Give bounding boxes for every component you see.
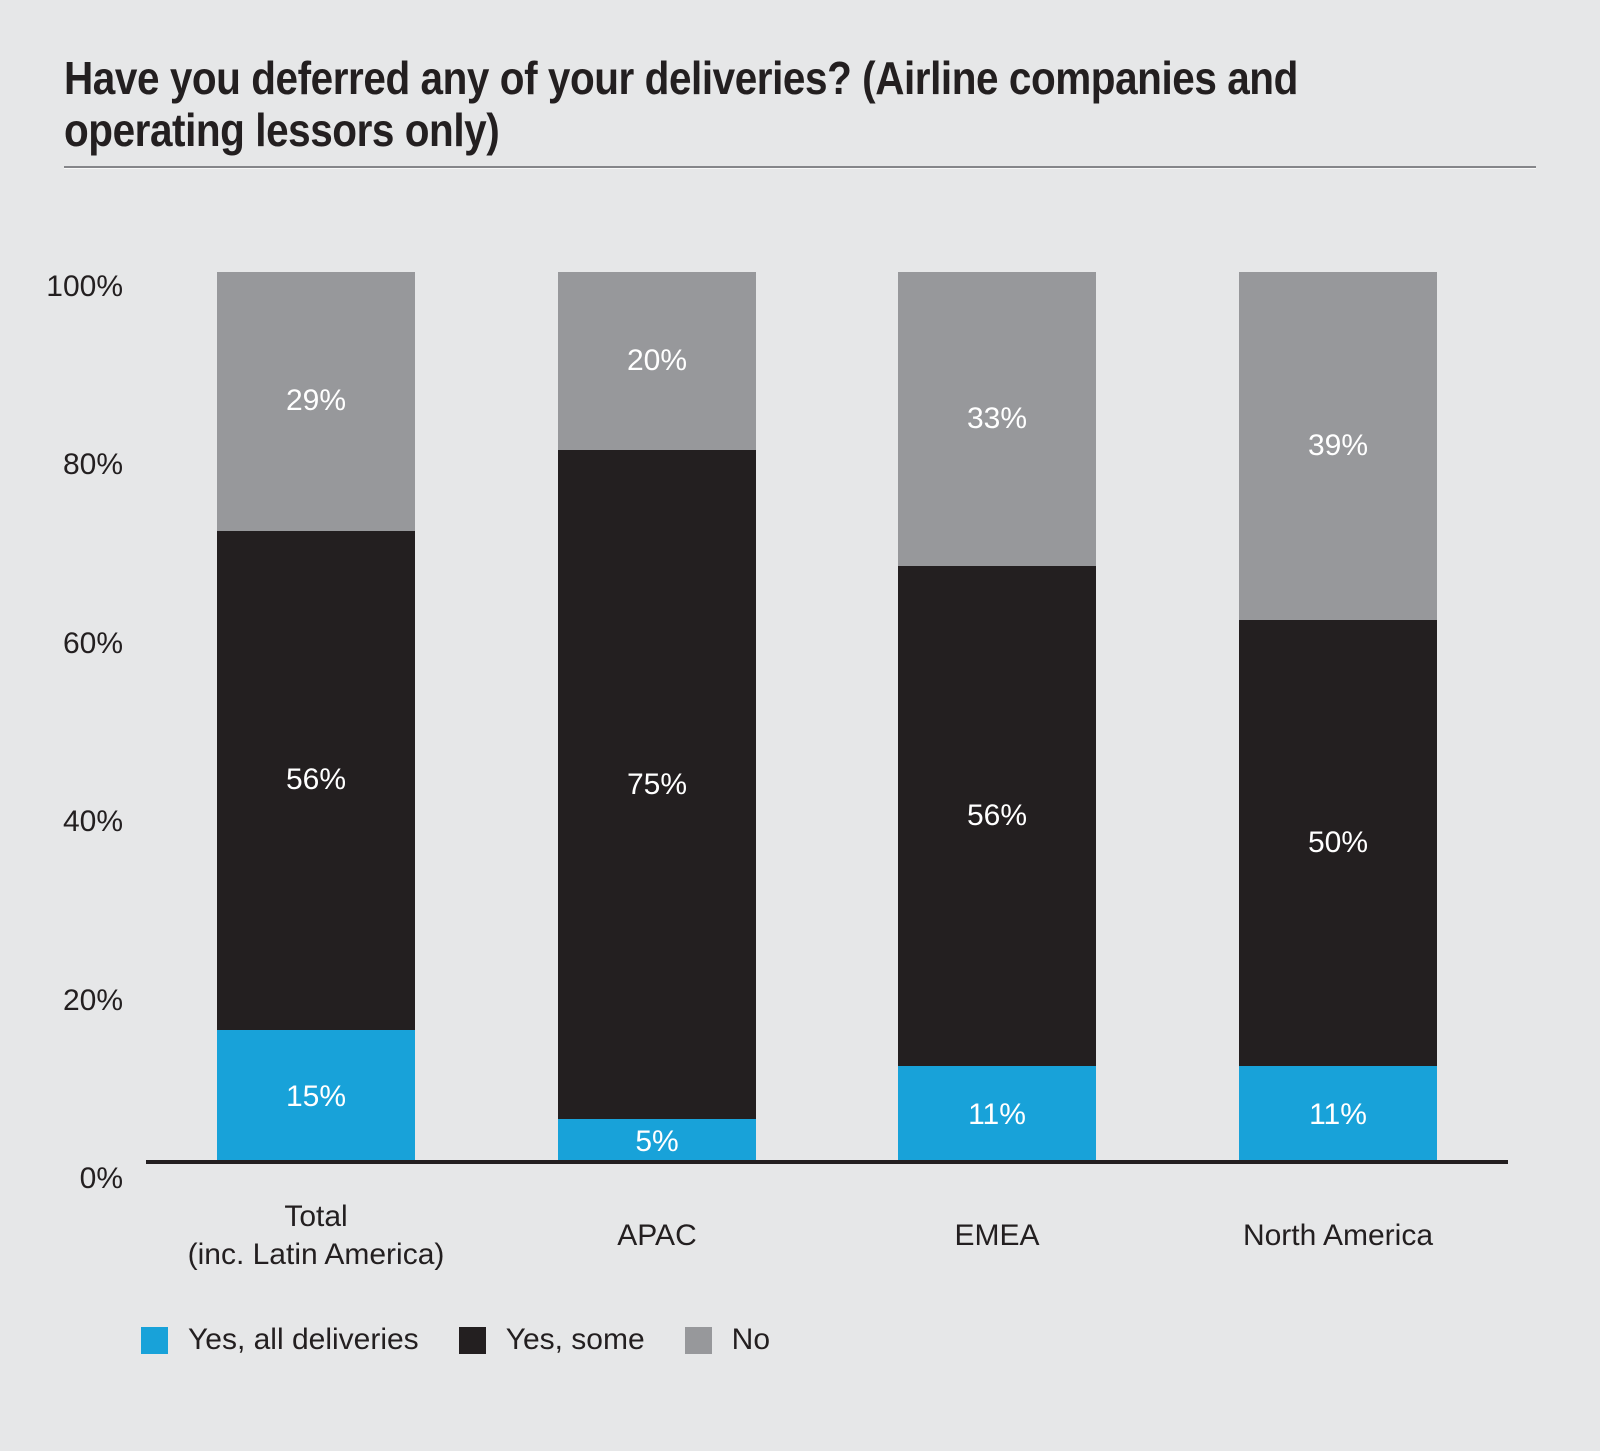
y-tick-label-0: 0%: [79, 1162, 123, 1195]
segment-value-label: 56%: [966, 799, 1028, 833]
y-tick-label-60: 60%: [62, 626, 123, 660]
bar-segment-2-0: 11%: [898, 1065, 1096, 1164]
segment-value-label: 75%: [626, 767, 688, 801]
segment-value-label: 15%: [285, 1080, 347, 1114]
segment-value-label: 39%: [1307, 428, 1369, 462]
bar-segment-3-1: 50%: [1239, 619, 1437, 1066]
legend-swatch-icon: [458, 1326, 486, 1354]
legend-item-0: Yes, all deliveries: [141, 1325, 419, 1355]
legend-item-2: No: [684, 1323, 771, 1356]
bar-segment-0-2: 29%: [217, 272, 415, 531]
chart-title: Have you deferred any of your deliveries…: [64, 52, 1560, 156]
segment-value-label: 56%: [285, 763, 347, 797]
legend-label: Yes, some: [505, 1323, 645, 1356]
bar-segment-2-2: 33%: [898, 272, 1096, 567]
chart-title-line1: Have you deferred any of your deliveries…: [64, 52, 1298, 104]
bar-segment-1-2: 20%: [558, 272, 756, 451]
y-tick-label-80: 80%: [62, 448, 123, 482]
x-axis-line: [146, 1160, 1508, 1164]
segment-value-label: 20%: [626, 344, 688, 378]
segment-value-label: 33%: [966, 402, 1028, 436]
chart-title-line2: operating lessors only): [64, 104, 500, 156]
segment-value-label: 11%: [1309, 1097, 1367, 1131]
bar-segment-0-1: 56%: [217, 530, 415, 1031]
x-axis-label-2: EMEA: [954, 1219, 1040, 1252]
y-tick-label-40: 40%: [62, 805, 123, 839]
legend-item-1: Yes, some: [458, 1323, 645, 1356]
segment-value-label: 11%: [968, 1097, 1026, 1131]
bar-segment-3-0: 11%: [1239, 1065, 1437, 1164]
legend-swatch-icon: [141, 1326, 168, 1354]
segment-value-label: 29%: [285, 384, 347, 418]
bar-segment-1-0: 5%: [558, 1119, 756, 1164]
legend: Yes, all deliveries Yes, some No: [141, 1325, 770, 1355]
bar-segment-1-1: 75%: [558, 450, 756, 1120]
y-tick-label-20: 20%: [62, 983, 123, 1017]
x-axis-label-0: Total (inc. Latin America): [187, 1200, 445, 1271]
bar-segment-0-0: 15%: [217, 1030, 415, 1164]
legend-label: No: [731, 1323, 771, 1356]
title-divider-rule: [64, 166, 1536, 168]
bar-segment-3-2: 39%: [1239, 272, 1437, 620]
legend-swatch-icon: [684, 1326, 712, 1354]
segment-value-label: 50%: [1307, 825, 1369, 859]
legend-label: Yes, all deliveries: [188, 1323, 419, 1356]
y-tick-label-100: 100%: [46, 270, 123, 303]
bar-segment-2-1: 56%: [898, 566, 1096, 1066]
x-axis-label-3: North America: [1242, 1219, 1434, 1252]
segment-value-label: 5%: [635, 1124, 679, 1158]
x-axis-label-1: APAC: [617, 1219, 697, 1252]
